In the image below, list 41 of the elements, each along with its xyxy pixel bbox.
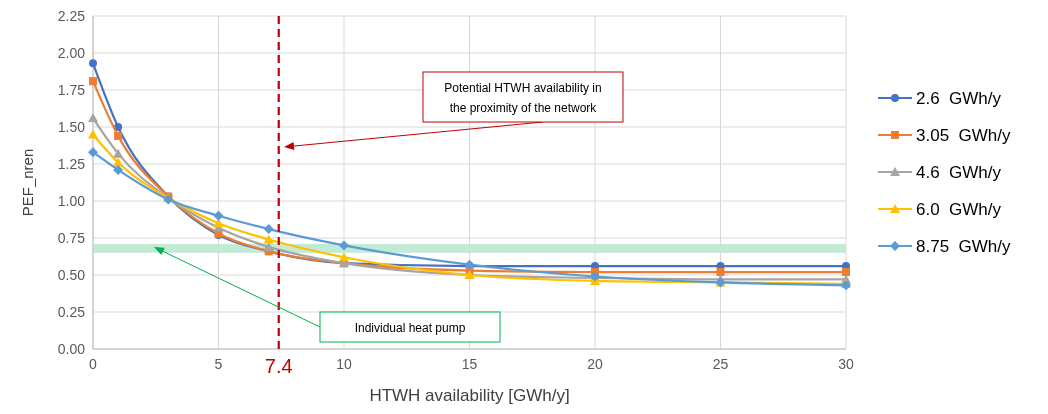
point bbox=[113, 164, 124, 175]
x-tick-label: 0 bbox=[89, 356, 98, 372]
point bbox=[842, 268, 850, 277]
point bbox=[339, 252, 349, 262]
point bbox=[89, 59, 97, 68]
x-tick-label: 30 bbox=[838, 356, 854, 372]
x-tick-label: 20 bbox=[587, 356, 603, 372]
ref-line-label: 7.4 bbox=[264, 355, 293, 377]
x-axis-title: HTWH availability [GWh/y] bbox=[369, 386, 570, 405]
legend-label: 4.6 GWh/y bbox=[916, 162, 1002, 182]
point bbox=[88, 113, 98, 123]
y-tick-label: 1.50 bbox=[57, 118, 86, 135]
y-tick-label: 1.75 bbox=[57, 81, 86, 98]
y-tick-label: 0.25 bbox=[57, 303, 86, 320]
y-tick-label: 1.25 bbox=[57, 155, 86, 172]
x-tick-label: 25 bbox=[712, 356, 729, 372]
legend-label: 6.0 GWh/y bbox=[916, 199, 1002, 219]
legend-label: 3.05 GWh/y bbox=[916, 125, 1011, 145]
point bbox=[716, 268, 725, 277]
y-tick-label: 2.25 bbox=[57, 7, 86, 24]
annotation: Individual heat pump bbox=[354, 321, 466, 335]
point bbox=[88, 129, 98, 139]
point bbox=[113, 148, 124, 158]
y-tick-label: 0.00 bbox=[57, 340, 86, 357]
y-tick-label: 0.50 bbox=[57, 266, 86, 283]
point bbox=[213, 210, 224, 221]
point bbox=[263, 224, 274, 235]
y-axis-title: PEF_nren bbox=[19, 148, 36, 217]
x-tick-label: 5 bbox=[214, 356, 223, 372]
legend-label: 8.75 GWh/y bbox=[916, 236, 1011, 256]
point bbox=[89, 77, 97, 86]
x-tick-label: 10 bbox=[336, 356, 352, 372]
y-tick-label: 1.00 bbox=[57, 192, 86, 209]
y-tick-label: 2.00 bbox=[57, 44, 86, 61]
point bbox=[88, 147, 98, 158]
x-tick-label: 15 bbox=[461, 356, 478, 372]
point bbox=[339, 240, 349, 251]
y-tick-label: 0.75 bbox=[57, 229, 86, 246]
legend-label: 2.6 GWh/y bbox=[916, 88, 1002, 108]
point bbox=[114, 131, 123, 140]
annotation: Potential HTWH availability in the proximity of the network bbox=[444, 81, 602, 115]
